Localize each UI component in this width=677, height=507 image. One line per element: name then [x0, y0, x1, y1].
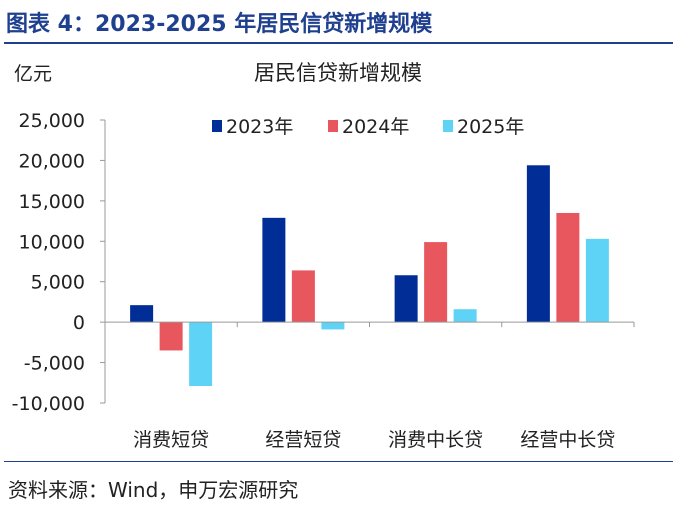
- legend-swatch: [443, 120, 453, 132]
- y-tick-label: 0: [73, 312, 85, 334]
- legend-label: 2025年: [457, 116, 524, 138]
- y-tick-label: 10,000: [19, 231, 85, 253]
- legend-swatch: [212, 120, 222, 132]
- y-unit-label: 亿元: [14, 63, 52, 85]
- bar: [130, 305, 154, 323]
- y-tick-label: 20,000: [19, 150, 85, 172]
- figure-title: 图表 4：2023-2025 年居民信贷新增规模: [6, 12, 433, 37]
- y-tick-label: 25,000: [19, 110, 85, 132]
- y-tick-label: 5,000: [31, 272, 85, 294]
- bar: [585, 238, 609, 323]
- legend-swatch: [328, 120, 338, 132]
- x-category-label: 经营中长贷: [520, 429, 615, 451]
- bar: [394, 275, 418, 323]
- chart-title: 居民信贷新增规模: [254, 61, 422, 85]
- bar: [262, 217, 286, 323]
- bar: [526, 165, 550, 323]
- bar: [424, 242, 448, 323]
- bar: [159, 322, 183, 351]
- bar-chart: 亿元 居民信贷新增规模 2023年 2024年 2025年 25,000 20,000…: [12, 61, 635, 451]
- y-tick-label: -10,000: [12, 393, 85, 415]
- y-tick-label: 15,000: [19, 191, 85, 213]
- bar: [189, 322, 213, 387]
- legend-label: 2023年: [226, 116, 293, 138]
- footer-divider: [4, 461, 673, 462]
- x-category-label: 消费短贷: [133, 429, 209, 451]
- x-axis: 消费短贷 经营短贷 消费中长贷 经营中长贷: [104, 321, 635, 451]
- x-category-label: 消费中长贷: [388, 429, 483, 451]
- source-note: 资料来源：Wind，申万宏源研究: [8, 478, 299, 502]
- bars: [130, 165, 609, 387]
- bar: [453, 309, 477, 323]
- x-category-label: 经营短贷: [265, 429, 341, 451]
- bar: [556, 212, 580, 323]
- y-axis: 25,000 20,000 15,000 10,000 5,000 0 -5,000 -10,…: [12, 110, 106, 415]
- bar: [291, 270, 315, 323]
- legend-label: 2024年: [342, 116, 409, 138]
- bar: [321, 322, 345, 330]
- legend: 2023年 2024年 2025年: [212, 116, 524, 138]
- title-divider: [4, 42, 673, 44]
- y-tick-label: -5,000: [24, 353, 85, 375]
